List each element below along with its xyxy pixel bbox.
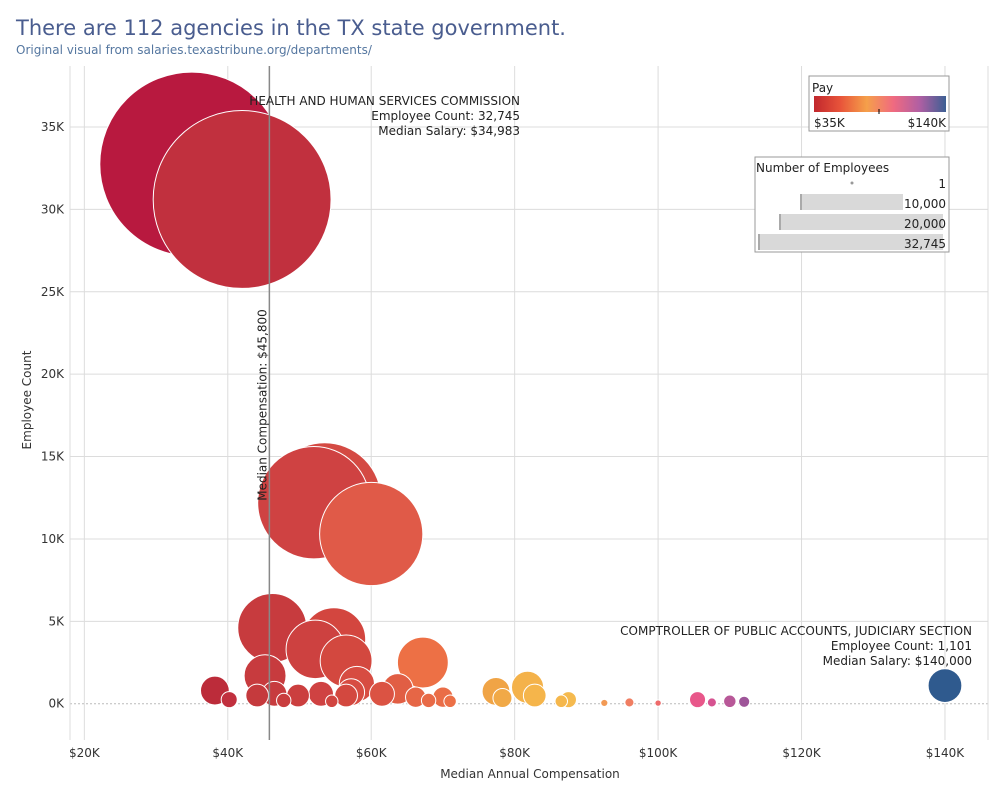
x-tick-label: $100K xyxy=(639,746,679,760)
data-point xyxy=(723,694,737,709)
size-legend: Number of Employees 1 10,000 20,000 32,745 xyxy=(754,156,950,253)
annotation-text: Employee Count: 32,745 xyxy=(371,109,520,123)
data-point xyxy=(325,694,339,709)
color-legend-title: Pay xyxy=(812,81,833,95)
data-point xyxy=(276,692,292,709)
data-point xyxy=(245,683,270,708)
data-point xyxy=(689,691,707,709)
color-legend: Pay $35K $140K xyxy=(808,75,950,132)
x-tick-label: $40K xyxy=(212,746,244,760)
data-point xyxy=(334,683,358,708)
size-legend-label: 20,000 xyxy=(904,217,946,231)
data-point xyxy=(654,699,662,707)
chart-subtitle: Original visual from salaries.texastribu… xyxy=(16,43,372,57)
y-tick-label: 20K xyxy=(41,367,65,381)
color-legend-gradient xyxy=(814,96,946,112)
data-point xyxy=(220,691,238,709)
x-tick-label: $60K xyxy=(356,746,388,760)
y-tick-label: 30K xyxy=(41,202,65,216)
x-tick-label: $20K xyxy=(69,746,101,760)
data-point xyxy=(738,695,751,708)
x-tick-label: $120K xyxy=(782,746,822,760)
annotation-text: Median Salary: $140,000 xyxy=(823,654,972,668)
y-tick-label: 25K xyxy=(41,285,65,299)
annotation-layer: HEALTH AND HUMAN SERVICES COMMISSIONEmpl… xyxy=(249,94,972,668)
size-legend-dot xyxy=(850,181,854,185)
legend-layer: Pay $35K $140K Number of Employees 1 10,0… xyxy=(754,75,950,253)
median-line-layer: Median Compensation: $45,800 xyxy=(255,66,271,740)
data-point xyxy=(554,694,569,709)
y-tick-label: 15K xyxy=(41,450,65,464)
data-point xyxy=(624,697,635,708)
y-tick-label: 5K xyxy=(48,614,65,628)
data-point xyxy=(369,680,395,707)
data-point xyxy=(522,683,547,708)
size-legend-title: Number of Employees xyxy=(756,161,889,175)
annotation-text: Employee Count: 1,101 xyxy=(831,639,972,653)
grid: $20K $40K $60K $80K $100K $120K $140K 0K 5K 10K 15… xyxy=(41,66,989,760)
annotation-text: COMPTROLLER OF PUBLIC ACCOUNTS, JUDICIAR… xyxy=(620,624,972,638)
data-point xyxy=(927,668,963,703)
data-point xyxy=(492,687,513,708)
data-point xyxy=(319,481,424,587)
annotation-text: HEALTH AND HUMAN SERVICES COMMISSION xyxy=(249,94,520,108)
chart-title: There are 112 agencies in the TX state g… xyxy=(16,16,566,40)
data-point xyxy=(152,110,332,289)
annotation-text: Median Salary: $34,983 xyxy=(378,124,520,138)
axis-layer: Median Annual Compensation Employee Coun… xyxy=(20,350,620,781)
y-tick-label: 0K xyxy=(48,697,65,711)
data-point xyxy=(396,636,449,689)
x-axis-label: Median Annual Compensation xyxy=(440,767,620,781)
size-legend-label: 10,000 xyxy=(904,197,946,211)
x-tick-label: $80K xyxy=(499,746,531,760)
size-legend-label: 32,745 xyxy=(904,237,946,251)
data-point xyxy=(600,698,609,708)
data-point xyxy=(706,697,717,708)
color-legend-min-label: $35K xyxy=(814,116,846,130)
color-legend-max-label: $140K xyxy=(908,116,948,130)
y-tick-label: 35K xyxy=(41,120,65,134)
size-legend-bar xyxy=(801,194,903,210)
size-legend-bar xyxy=(780,214,943,230)
data-point xyxy=(420,692,437,709)
median-line-label: Median Compensation: $45,800 xyxy=(255,309,269,501)
x-tick-label: $140K xyxy=(926,746,966,760)
y-tick-label: 10K xyxy=(41,532,65,546)
size-legend-bar xyxy=(759,234,943,250)
bubble-layer xyxy=(99,71,963,709)
y-axis-label: Employee Count xyxy=(20,350,34,449)
data-point xyxy=(443,694,457,709)
size-legend-label: 1 xyxy=(938,177,946,191)
